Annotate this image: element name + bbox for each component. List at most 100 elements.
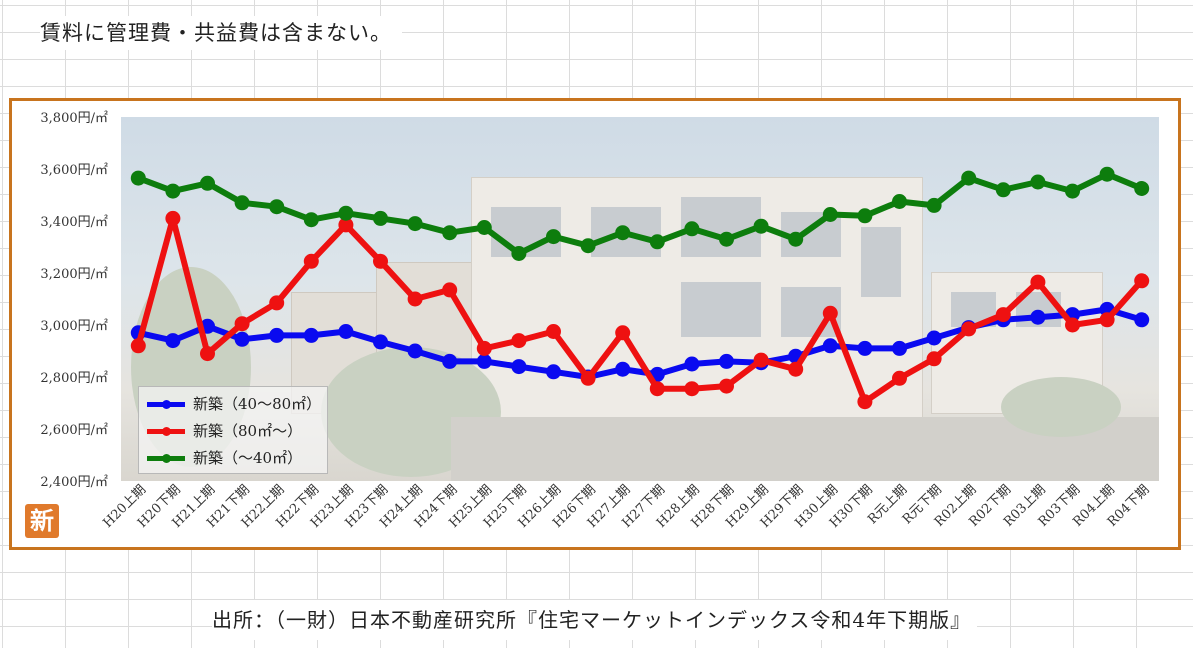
- data-point: [1099, 312, 1115, 328]
- data-point: [1134, 181, 1150, 196]
- data-point: [857, 340, 873, 356]
- data-point: [684, 356, 700, 372]
- series-line-2: [135, 171, 1145, 257]
- y-tick-label: 3,400円/㎡: [40, 215, 108, 230]
- data-point: [857, 208, 873, 224]
- data-point: [407, 291, 423, 307]
- data-point: [338, 217, 354, 233]
- data-point: [684, 221, 700, 237]
- data-point: [649, 234, 665, 250]
- data-point: [269, 327, 285, 343]
- data-point: [338, 324, 354, 339]
- data-point: [546, 364, 561, 380]
- data-point: [476, 220, 492, 235]
- y-tick-label: 3,200円/㎡: [40, 267, 108, 282]
- data-point: [407, 343, 423, 359]
- data-point: [615, 225, 631, 241]
- data-point: [719, 231, 734, 247]
- data-point: [373, 253, 388, 269]
- y-tick-label: 2,400円/㎡: [40, 475, 108, 490]
- data-point: [926, 330, 942, 346]
- data-point: [719, 378, 734, 394]
- data-point: [926, 197, 942, 213]
- data-point: [1134, 273, 1150, 289]
- data-point: [1030, 174, 1046, 190]
- data-point: [684, 381, 700, 397]
- data-point: [442, 282, 458, 298]
- data-point: [719, 353, 734, 369]
- data-point: [1030, 274, 1046, 290]
- data-point: [649, 381, 665, 397]
- data-point: [580, 370, 596, 386]
- data-point: [753, 352, 769, 368]
- data-point: [615, 361, 631, 377]
- data-point: [788, 231, 804, 247]
- data-point: [995, 182, 1011, 198]
- y-tick-label: 2,800円/㎡: [40, 371, 108, 386]
- data-point: [995, 307, 1011, 323]
- data-point: [546, 324, 561, 339]
- data-point: [165, 333, 181, 349]
- data-point: [303, 327, 319, 343]
- legend-label: 新築（80㎡〜）: [193, 422, 303, 440]
- data-point: [234, 195, 250, 211]
- data-point: [165, 183, 181, 199]
- data-point: [511, 246, 527, 261]
- data-point: [303, 212, 319, 228]
- data-point: [511, 333, 527, 349]
- data-point: [130, 170, 146, 186]
- data-point: [1065, 317, 1080, 333]
- data-point: [926, 351, 942, 367]
- legend-marker-red: [162, 427, 171, 436]
- data-point: [130, 338, 146, 354]
- y-tick-label: 3,000円/㎡: [40, 319, 108, 334]
- data-point: [822, 207, 838, 222]
- data-point: [269, 199, 285, 215]
- legend-label: 新築（40〜80㎡）: [193, 395, 322, 413]
- data-point: [269, 295, 285, 311]
- data-point: [546, 229, 561, 245]
- data-point: [511, 359, 527, 375]
- data-point: [338, 205, 354, 221]
- data-point: [373, 334, 388, 350]
- data-point: [580, 238, 596, 254]
- data-point: [892, 340, 907, 356]
- data-point: [788, 361, 804, 377]
- chart-legend: 新築（40〜80㎡） 新築（80㎡〜） 新築（〜40㎡）: [138, 386, 328, 474]
- data-point: [1065, 183, 1080, 199]
- data-point: [373, 210, 388, 226]
- legend-marker-green: [162, 454, 171, 463]
- data-point: [165, 210, 181, 226]
- data-point: [961, 170, 977, 186]
- data-point: [892, 370, 907, 386]
- data-point: [200, 175, 215, 191]
- legend-label: 新築（〜40㎡）: [193, 449, 303, 467]
- data-point: [822, 338, 838, 354]
- data-point: [234, 316, 250, 332]
- y-tick-label: 3,800円/㎡: [40, 111, 108, 126]
- source-citation: 出所：（一財）日本不動産研究所『住宅マーケットインデックス令和4年下期版』: [212, 600, 978, 640]
- data-point: [407, 216, 423, 232]
- data-point: [442, 225, 458, 241]
- data-point: [442, 353, 458, 369]
- data-point: [822, 305, 838, 321]
- data-point: [234, 331, 250, 347]
- data-point: [1030, 309, 1046, 325]
- new-badge-icon: 新: [25, 504, 59, 538]
- data-point: [961, 321, 977, 337]
- data-point: [476, 340, 492, 356]
- data-point: [892, 194, 907, 209]
- legend-marker-blue: [162, 400, 171, 409]
- data-point: [1099, 166, 1115, 182]
- y-tick-label: 2,600円/㎡: [40, 423, 108, 438]
- data-point: [476, 353, 492, 369]
- y-tick-label: 3,600円/㎡: [40, 163, 108, 178]
- data-point: [1134, 312, 1150, 328]
- data-point: [615, 325, 631, 341]
- rent-note: 賃料に管理費・共益費は含まない。: [40, 16, 402, 50]
- data-point: [200, 346, 215, 362]
- data-point: [857, 394, 873, 410]
- data-point: [753, 218, 769, 234]
- data-point: [303, 253, 319, 269]
